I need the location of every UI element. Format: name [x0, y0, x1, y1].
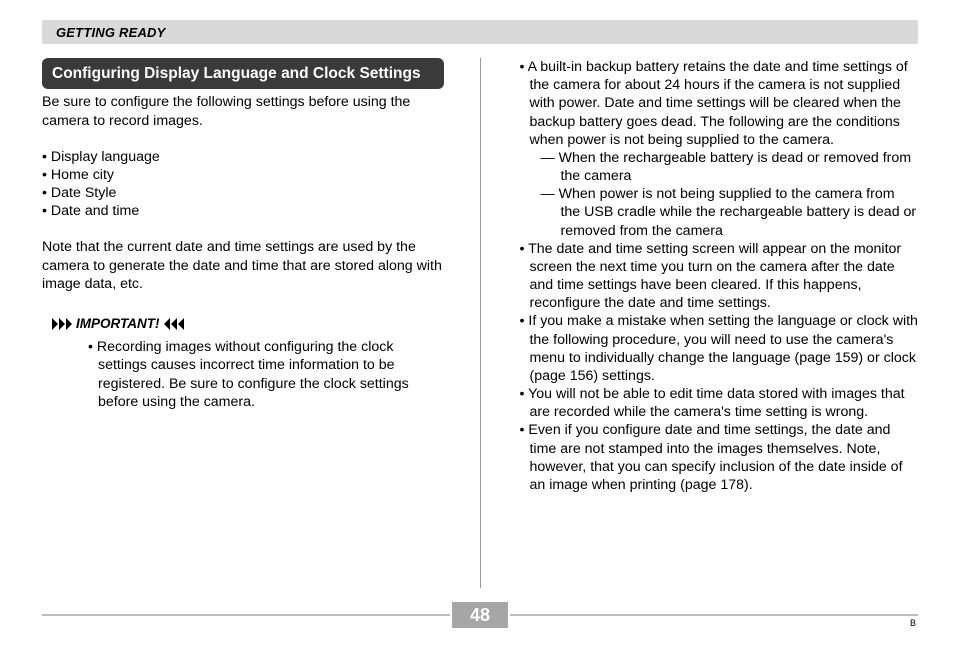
list-item: • Display language	[42, 148, 444, 166]
note-paragraph: Note that the current date and time sett…	[42, 238, 444, 293]
list-item: • Home city	[42, 166, 444, 184]
list-item: • The date and time setting screen will …	[516, 240, 918, 313]
header-title: GETTING READY	[56, 25, 166, 40]
triangle-right-icon	[52, 318, 72, 330]
list-item: — When the rechargeable battery is dead …	[516, 149, 918, 185]
important-label: IMPORTANT!	[76, 315, 160, 332]
column-divider	[480, 58, 481, 588]
page-footer: 48 B	[42, 602, 918, 628]
manual-page: GETTING READY Configuring Display Langua…	[42, 20, 918, 630]
settings-list: • Display language • Home city • Date St…	[42, 148, 444, 221]
intro-paragraph: Be sure to configure the following setti…	[42, 93, 444, 129]
header-bar: GETTING READY	[42, 20, 918, 44]
right-column: • A built-in backup battery retains the …	[516, 58, 918, 588]
important-block: IMPORTANT! • Recording images without co…	[52, 315, 444, 411]
content-columns: Configuring Display Language and Clock S…	[42, 58, 918, 588]
list-item: • A built-in backup battery retains the …	[516, 58, 918, 149]
page-number: 48	[452, 602, 508, 628]
footer-rule-left	[42, 614, 450, 616]
list-item: — When power is not being supplied to th…	[516, 185, 918, 240]
list-item: • Even if you configure date and time se…	[516, 421, 918, 494]
list-item: • Date Style	[42, 184, 444, 202]
important-text: • Recording images without configuring t…	[88, 338, 444, 411]
section-heading: Configuring Display Language and Clock S…	[42, 58, 444, 89]
left-column: Configuring Display Language and Clock S…	[42, 58, 444, 588]
footer-mark: B	[910, 618, 916, 628]
list-item: • Date and time	[42, 202, 444, 220]
footer-rule-right	[510, 614, 918, 616]
important-heading: IMPORTANT!	[52, 315, 444, 332]
triangle-left-icon	[164, 318, 184, 330]
list-item: • You will not be able to edit time data…	[516, 385, 918, 421]
list-item: • If you make a mistake when setting the…	[516, 312, 918, 385]
